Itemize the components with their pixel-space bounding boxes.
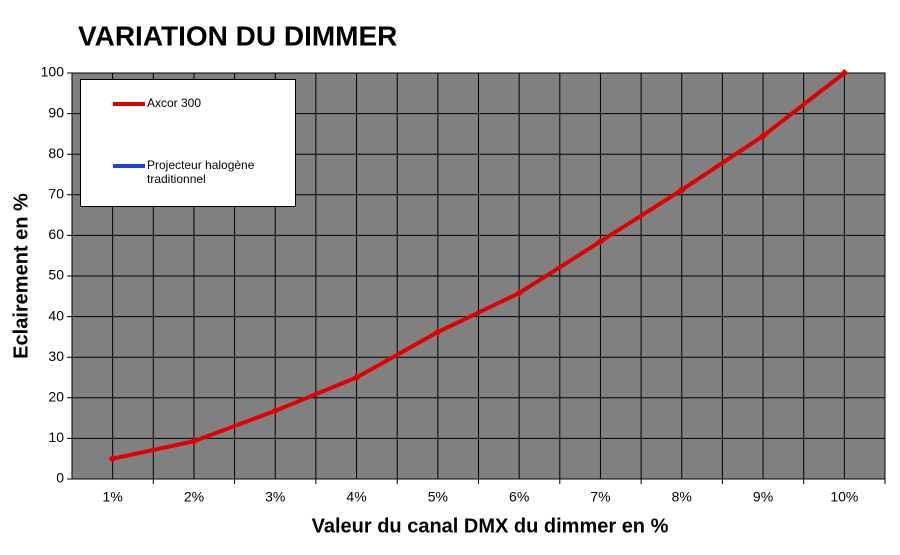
point-marker: [433, 328, 442, 337]
point-marker: [189, 437, 198, 446]
x-tick-label: 8%: [672, 489, 692, 505]
y-axis-label: Eclairement en %: [10, 193, 32, 359]
x-tick-label: 5%: [428, 489, 448, 505]
y-tick-label: 70: [48, 186, 64, 202]
point-marker: [840, 69, 849, 77]
y-tick-label: 20: [48, 389, 64, 405]
y-tick-label: 10: [48, 429, 64, 445]
x-tick-label: 2%: [184, 489, 204, 505]
x-tick-label: 1%: [103, 489, 123, 505]
legend-label: Axcor 300: [147, 96, 202, 110]
point-marker: [759, 131, 768, 140]
y-tick-label: 80: [48, 145, 64, 161]
y-tick-label: 90: [48, 104, 64, 120]
chart-title: VARIATION DU DIMMER: [78, 20, 397, 51]
y-tick-label: 0: [56, 470, 64, 486]
legend-item: Projecteur halogène traditionnel: [113, 158, 293, 186]
x-axis-label: Valeur du canal DMX du dimmer en %: [312, 515, 669, 537]
legend-item: Axcor 300: [113, 96, 293, 110]
point-marker: [271, 406, 280, 415]
x-tick-label: 4%: [346, 489, 366, 505]
point-marker: [596, 237, 605, 246]
x-tick-label: 7%: [590, 489, 610, 505]
legend: Axcor 300 Projecteur halogène traditionne…: [80, 79, 296, 207]
point-marker: [677, 185, 686, 194]
x-tick-label: 3%: [265, 489, 285, 505]
y-tick-label: 60: [48, 226, 64, 242]
point-marker: [515, 289, 524, 298]
y-tick-label: 100: [41, 64, 65, 80]
y-tick-label: 30: [48, 348, 64, 364]
legend-swatch: [113, 164, 145, 168]
series-line: [112, 71, 846, 461]
point-marker: [108, 454, 117, 463]
point-marker: [352, 373, 361, 382]
y-tick-label: 50: [48, 267, 64, 283]
x-tick-label: 10%: [830, 489, 858, 505]
legend-label: Projecteur halogène traditionnel: [147, 158, 255, 186]
legend-swatch: [113, 102, 145, 106]
y-tick-label: 40: [48, 307, 64, 323]
x-tick-label: 6%: [509, 489, 529, 505]
x-tick-label: 9%: [753, 489, 773, 505]
